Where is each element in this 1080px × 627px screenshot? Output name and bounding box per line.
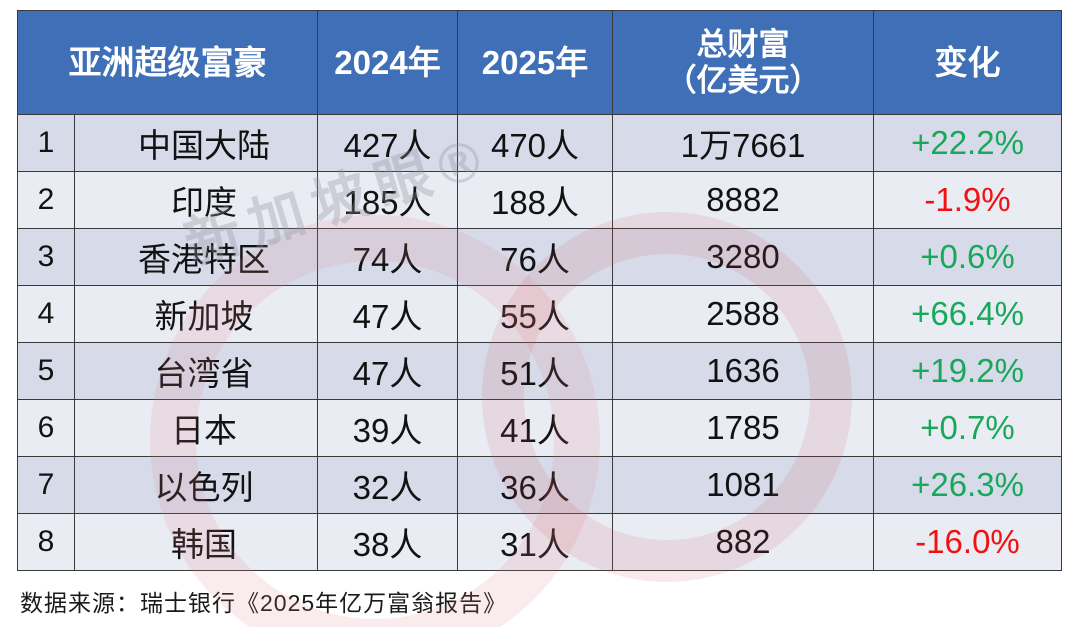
count-2024: 427人 bbox=[317, 114, 458, 172]
region-name: 以色列 bbox=[74, 456, 318, 514]
table-row: 6 日本 39人 41人 1785 +0.7% bbox=[17, 399, 1062, 457]
table-row: 8 韩国 38人 31人 882 -16.0% bbox=[17, 513, 1062, 571]
table-row: 1 中国大陆 427人 470人 1万7661 +22.2% bbox=[17, 114, 1062, 172]
count-2025: 51人 bbox=[457, 342, 613, 400]
header-total-wealth: 总财富 （亿美元） bbox=[612, 10, 874, 115]
total-wealth: 3280 bbox=[612, 228, 874, 286]
count-2025: 41人 bbox=[457, 399, 613, 457]
row-index: 6 bbox=[17, 399, 75, 457]
header-2025: 2025年 bbox=[457, 10, 613, 115]
row-index: 4 bbox=[17, 285, 75, 343]
change-percent: +0.6% bbox=[873, 228, 1062, 286]
region-name: 台湾省 bbox=[74, 342, 318, 400]
header-total-wealth-line2: （亿美元） bbox=[665, 62, 821, 98]
count-2024: 74人 bbox=[317, 228, 458, 286]
table-row: 5 台湾省 47人 51人 1636 +19.2% bbox=[17, 342, 1062, 400]
count-2024: 32人 bbox=[317, 456, 458, 514]
header-2024: 2024年 bbox=[317, 10, 458, 115]
change-percent: +66.4% bbox=[873, 285, 1062, 343]
count-2025: 470人 bbox=[457, 114, 613, 172]
count-2024: 47人 bbox=[317, 285, 458, 343]
row-index: 2 bbox=[17, 171, 75, 229]
count-2024: 185人 bbox=[317, 171, 458, 229]
region-name: 日本 bbox=[74, 399, 318, 457]
change-percent: +19.2% bbox=[873, 342, 1062, 400]
change-percent: +26.3% bbox=[873, 456, 1062, 514]
region-name: 中国大陆 bbox=[74, 114, 318, 172]
table-body: 1 中国大陆 427人 470人 1万7661 +22.2% 2 印度 185人… bbox=[17, 114, 1062, 571]
total-wealth: 1636 bbox=[612, 342, 874, 400]
header-change: 变化 bbox=[873, 10, 1062, 115]
count-2025: 76人 bbox=[457, 228, 613, 286]
total-wealth: 2588 bbox=[612, 285, 874, 343]
total-wealth: 882 bbox=[612, 513, 874, 571]
total-wealth: 1785 bbox=[612, 399, 874, 457]
total-wealth: 8882 bbox=[612, 171, 874, 229]
row-index: 8 bbox=[17, 513, 75, 571]
change-percent: +22.2% bbox=[873, 114, 1062, 172]
table-row: 3 香港特区 74人 76人 3280 +0.6% bbox=[17, 228, 1062, 286]
total-wealth: 1081 bbox=[612, 456, 874, 514]
table-row: 4 新加坡 47人 55人 2588 +66.4% bbox=[17, 285, 1062, 343]
count-2025: 55人 bbox=[457, 285, 613, 343]
table-row: 2 印度 185人 188人 8882 -1.9% bbox=[17, 171, 1062, 229]
total-wealth: 1万7661 bbox=[612, 114, 874, 172]
row-index: 5 bbox=[17, 342, 75, 400]
region-name: 新加坡 bbox=[74, 285, 318, 343]
data-source-note: 数据来源：瑞士银行《2025年亿万富翁报告》 bbox=[20, 590, 508, 616]
count-2025: 36人 bbox=[457, 456, 613, 514]
header-region: 亚洲超级富豪 bbox=[17, 10, 318, 115]
row-index: 1 bbox=[17, 114, 75, 172]
count-2025: 188人 bbox=[457, 171, 613, 229]
count-2024: 38人 bbox=[317, 513, 458, 571]
change-percent: +0.7% bbox=[873, 399, 1062, 457]
table-row: 7 以色列 32人 36人 1081 +26.3% bbox=[17, 456, 1062, 514]
row-index: 3 bbox=[17, 228, 75, 286]
count-2025: 31人 bbox=[457, 513, 613, 571]
count-2024: 47人 bbox=[317, 342, 458, 400]
header-row: 亚洲超级富豪 2024年 2025年 总财富 （亿美元） 变化 bbox=[17, 10, 1062, 115]
rich-list-table: 亚洲超级富豪 2024年 2025年 总财富 （亿美元） 变化 1 中国大陆 4… bbox=[17, 10, 1062, 571]
region-name: 韩国 bbox=[74, 513, 318, 571]
change-percent: -1.9% bbox=[873, 171, 1062, 229]
change-percent: -16.0% bbox=[873, 513, 1062, 571]
region-name: 香港特区 bbox=[74, 228, 318, 286]
row-index: 7 bbox=[17, 456, 75, 514]
count-2024: 39人 bbox=[317, 399, 458, 457]
header-total-wealth-line1: 总财富 bbox=[696, 26, 790, 62]
region-name: 印度 bbox=[74, 171, 318, 229]
